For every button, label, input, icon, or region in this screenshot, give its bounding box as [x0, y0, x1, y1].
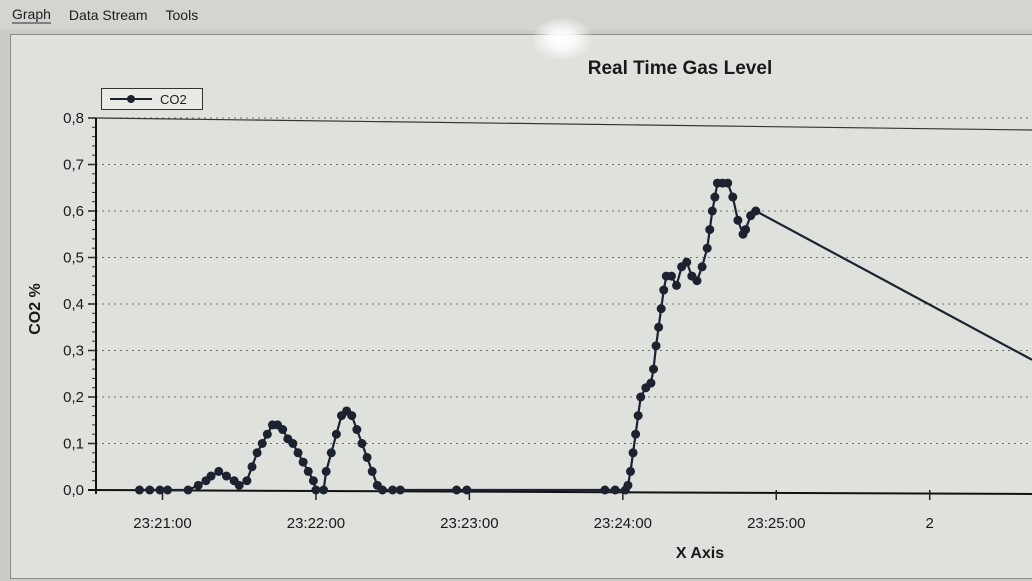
y-tick-label: 0,4 [63, 296, 84, 313]
x-tick-label: 2 [926, 515, 934, 532]
grid-lines [96, 117, 1032, 444]
x-tick-label: 23:22:00 [287, 515, 345, 532]
data-point [705, 225, 715, 235]
data-point [308, 476, 318, 486]
axes [87, 117, 1032, 500]
data-point [288, 439, 298, 448]
series-co2 [134, 178, 1032, 495]
data-point [278, 425, 288, 435]
data-point [741, 225, 751, 235]
y-axis-label: CO2 % [27, 283, 44, 335]
data-point [633, 411, 643, 421]
data-point [214, 466, 224, 476]
data-point [321, 466, 331, 476]
data-point [257, 439, 267, 448]
data-point [666, 271, 676, 281]
data-point [728, 192, 738, 202]
x-tick-label: 23:24:00 [594, 515, 652, 532]
data-point [319, 485, 329, 495]
data-point [646, 378, 656, 388]
y-tick-label: 0,5 [63, 250, 84, 267]
data-point [628, 448, 638, 458]
data-point [352, 425, 362, 435]
data-point [193, 480, 203, 490]
data-point [631, 429, 641, 439]
data-point [625, 466, 635, 476]
y-tick-label: 0,6 [63, 203, 84, 220]
data-point [262, 429, 272, 439]
x-axis-label: X Axis [675, 545, 725, 562]
data-point [452, 485, 462, 495]
data-point [247, 462, 257, 472]
legend-label-co2: CO2 [160, 91, 187, 107]
menu-data-stream[interactable]: Data Stream [68, 7, 148, 23]
data-point [654, 322, 664, 332]
data-point [183, 485, 193, 495]
data-point [682, 257, 692, 267]
data-point [692, 276, 702, 286]
data-point [293, 448, 303, 458]
data-point [656, 304, 666, 314]
data-point [723, 178, 733, 188]
legend-swatch-co2 [110, 95, 152, 103]
x-tick-label: 23:25:00 [747, 515, 805, 532]
plot-top-border [95, 117, 1032, 131]
data-point [357, 439, 367, 448]
series-line-co2 [139, 182, 1032, 492]
data-point [610, 485, 620, 495]
data-point [623, 480, 633, 490]
data-point [672, 280, 682, 290]
data-point [710, 192, 720, 202]
data-point [234, 480, 244, 490]
data-point [600, 485, 610, 495]
data-point [388, 485, 398, 495]
data-point [145, 485, 155, 495]
data-point [733, 215, 743, 225]
data-point [347, 411, 357, 421]
tick-labels: 0,0 0,1 0,2 0,3 0,4 0,5 0,6 0,7 0,8 23:21:00 23:22… [63, 110, 934, 532]
data-point [462, 485, 472, 495]
data-point [362, 452, 372, 462]
y-tick-label: 0,2 [63, 389, 84, 406]
y-tick-label: 0,1 [63, 436, 84, 453]
menu-bar: Graph Data Stream Tools [0, 0, 1032, 30]
y-tick-label: 0,7 [63, 157, 84, 174]
data-point [134, 485, 144, 495]
data-point [395, 485, 405, 495]
y-tick-label: 0,8 [63, 110, 84, 127]
chart-title: Real Time Gas Level [587, 58, 773, 79]
y-tick-label: 0,3 [63, 343, 84, 360]
menu-tools[interactable]: Tools [165, 7, 199, 23]
data-point [707, 206, 717, 216]
x-axis-line [87, 489, 1032, 495]
x-tick-label: 23:23:00 [440, 515, 498, 532]
data-point [163, 485, 173, 495]
menu-graph[interactable]: Graph [12, 6, 51, 24]
data-point [636, 392, 646, 402]
data-point [659, 285, 669, 295]
data-point [155, 485, 165, 495]
data-point [649, 364, 659, 374]
x-tick-label: 23:21:00 [133, 515, 191, 532]
graph-panel [10, 34, 1032, 579]
data-point [702, 243, 712, 253]
y-tick-label: 0,0 [63, 482, 84, 499]
data-point [206, 471, 216, 481]
data-point [242, 476, 252, 486]
data-point [303, 466, 313, 476]
data-point [697, 262, 707, 272]
data-point [367, 466, 377, 476]
data-point [377, 485, 387, 495]
data-point [326, 448, 336, 458]
data-point [252, 448, 262, 458]
data-point [651, 341, 661, 351]
legend: CO2 [101, 88, 203, 110]
data-point [311, 485, 321, 495]
data-point [221, 471, 231, 481]
data-point [298, 457, 308, 467]
data-point [751, 206, 761, 216]
data-point [331, 429, 341, 439]
